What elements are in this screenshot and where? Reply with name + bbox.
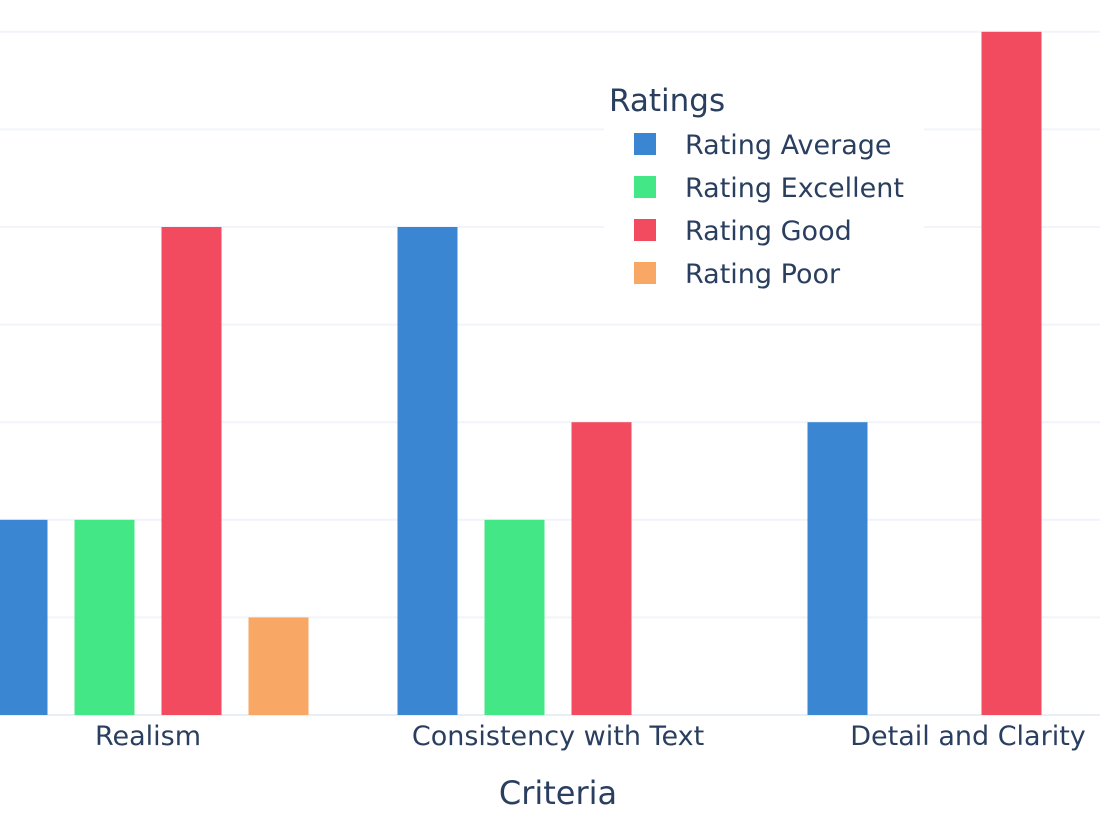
legend-label[interactable]: Rating Average xyxy=(685,130,892,161)
bar-rating-average-2[interactable] xyxy=(807,422,868,715)
bar-rating-excellent-0[interactable] xyxy=(74,519,135,715)
x-tick-label: Detail and Clarity xyxy=(850,721,1086,752)
bar-rating-average-1[interactable] xyxy=(397,227,458,715)
bar-rating-poor-0[interactable] xyxy=(248,617,309,715)
legend[interactable]: Ratings Rating Average Rating Excellent Ra… xyxy=(604,78,924,298)
x-tick-labels: Realism Consistency with Text Detail and C… xyxy=(95,721,1086,752)
legend-swatch[interactable] xyxy=(634,219,656,241)
legend-label[interactable]: Rating Excellent xyxy=(685,173,904,204)
bar-rating-good-0[interactable] xyxy=(161,227,222,715)
legend-label[interactable]: Rating Poor xyxy=(685,259,841,290)
legend-swatch[interactable] xyxy=(634,262,656,284)
x-tick-label: Consistency with Text xyxy=(412,721,704,752)
bar-rating-average-0[interactable] xyxy=(0,519,48,715)
bar-rating-excellent-1[interactable] xyxy=(484,519,545,715)
x-axis-title: Criteria xyxy=(499,774,617,812)
legend-title: Ratings xyxy=(609,83,725,119)
legend-label[interactable]: Rating Good xyxy=(685,216,852,247)
legend-swatch[interactable] xyxy=(634,133,656,155)
legend-background xyxy=(604,78,924,298)
bar-rating-good-2[interactable] xyxy=(981,31,1042,716)
legend-swatch[interactable] xyxy=(634,176,656,198)
bar-rating-good-1[interactable] xyxy=(571,422,632,715)
bars xyxy=(0,31,1042,716)
x-tick-label: Realism xyxy=(95,721,201,752)
